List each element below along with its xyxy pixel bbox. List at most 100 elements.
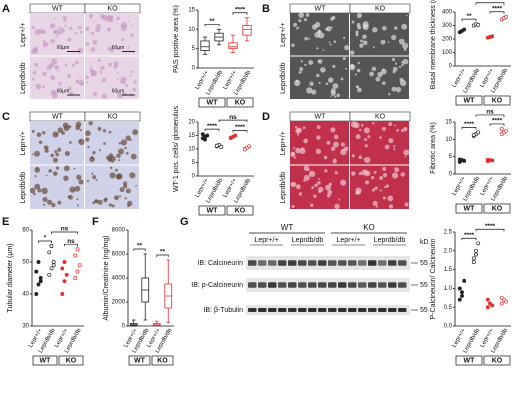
texture [295, 184, 301, 190]
texture [340, 148, 347, 156]
group-box [128, 355, 151, 366]
data-point [36, 260, 41, 264]
texture [44, 145, 49, 150]
y-tick-label: 0 [449, 172, 453, 178]
texture [382, 81, 386, 86]
texture [303, 138, 308, 144]
texture [114, 168, 118, 172]
texture [53, 171, 58, 176]
band [348, 308, 357, 312]
texture [330, 26, 333, 29]
panel-label: A [2, 3, 10, 15]
texture [113, 64, 118, 70]
texture [50, 153, 54, 158]
y-tick-label: 6000 [112, 252, 126, 258]
texture [79, 30, 83, 34]
texture [66, 73, 72, 79]
texture [362, 23, 369, 31]
y-tick-label: 5 [192, 160, 196, 166]
y-tick-label: 10 [188, 27, 195, 33]
texture [58, 81, 62, 86]
blot-lane: Lepr+/+ [254, 237, 278, 244]
texture [118, 142, 122, 145]
texture [54, 65, 59, 70]
data-point [49, 266, 54, 271]
significance-label: * [44, 235, 47, 242]
y-axis-label: Basal membrane thickness (nm) [430, 0, 437, 89]
panel-label: E [2, 216, 9, 228]
texture [46, 64, 52, 70]
texture [328, 41, 331, 44]
texture [130, 70, 133, 74]
texture [404, 202, 409, 207]
y-tick-label: 0 [122, 324, 126, 330]
texture [402, 42, 409, 49]
box [228, 42, 238, 50]
texture [377, 71, 383, 78]
texture [49, 23, 56, 29]
significance-label: **** [492, 118, 503, 125]
data-point [471, 260, 476, 265]
texture [57, 127, 64, 134]
texture [406, 14, 408, 17]
texture [31, 129, 35, 133]
band [338, 282, 347, 288]
column-label: KO [375, 113, 386, 120]
data-point [219, 144, 224, 149]
texture [133, 80, 137, 84]
band [298, 260, 307, 266]
texture [371, 66, 377, 72]
texture [324, 169, 328, 173]
texture [360, 123, 364, 127]
column-label: WT [315, 5, 327, 12]
texture [120, 24, 127, 32]
texture [108, 153, 114, 158]
texture [316, 135, 321, 140]
texture [74, 185, 81, 192]
texture [129, 74, 132, 77]
row-label: Leprdb/db [280, 172, 287, 204]
texture [55, 166, 60, 170]
band [328, 308, 337, 312]
group-label: WT [464, 205, 476, 212]
y-tick-label: 0 [449, 64, 453, 70]
texture [116, 173, 123, 180]
texture [381, 126, 386, 131]
band [388, 308, 397, 312]
band [308, 282, 317, 288]
texture [330, 95, 332, 98]
texture [53, 29, 60, 35]
texture [39, 29, 44, 34]
texture [58, 32, 62, 35]
texture [304, 63, 307, 67]
y-tick-label: 15 [188, 133, 195, 139]
band [258, 308, 267, 312]
group-box [198, 205, 226, 216]
group-label: WT [464, 97, 476, 104]
texture [388, 204, 394, 209]
texture [78, 179, 84, 185]
texture [392, 70, 396, 74]
data-point [485, 305, 490, 310]
band [368, 282, 377, 288]
texture [316, 73, 320, 78]
texture [326, 26, 332, 32]
significance-bracket [489, 11, 505, 14]
texture [372, 27, 378, 33]
texture [383, 185, 386, 189]
data-point [75, 269, 80, 274]
texture [387, 195, 394, 202]
texture [107, 157, 113, 163]
texture [35, 83, 42, 90]
column-label: WT [315, 113, 327, 120]
y-axis-label: P-Calcineurin/ Calcineurin [430, 238, 437, 319]
data-point [60, 292, 65, 296]
band [378, 260, 387, 266]
group-label: KO [492, 97, 503, 104]
row-label: Leprdb/db [20, 172, 27, 204]
blot-lane: Lepr+/+ [336, 237, 360, 244]
texture [394, 62, 398, 65]
texture [119, 187, 125, 193]
group-label: KO [235, 99, 246, 106]
texture [77, 47, 84, 54]
